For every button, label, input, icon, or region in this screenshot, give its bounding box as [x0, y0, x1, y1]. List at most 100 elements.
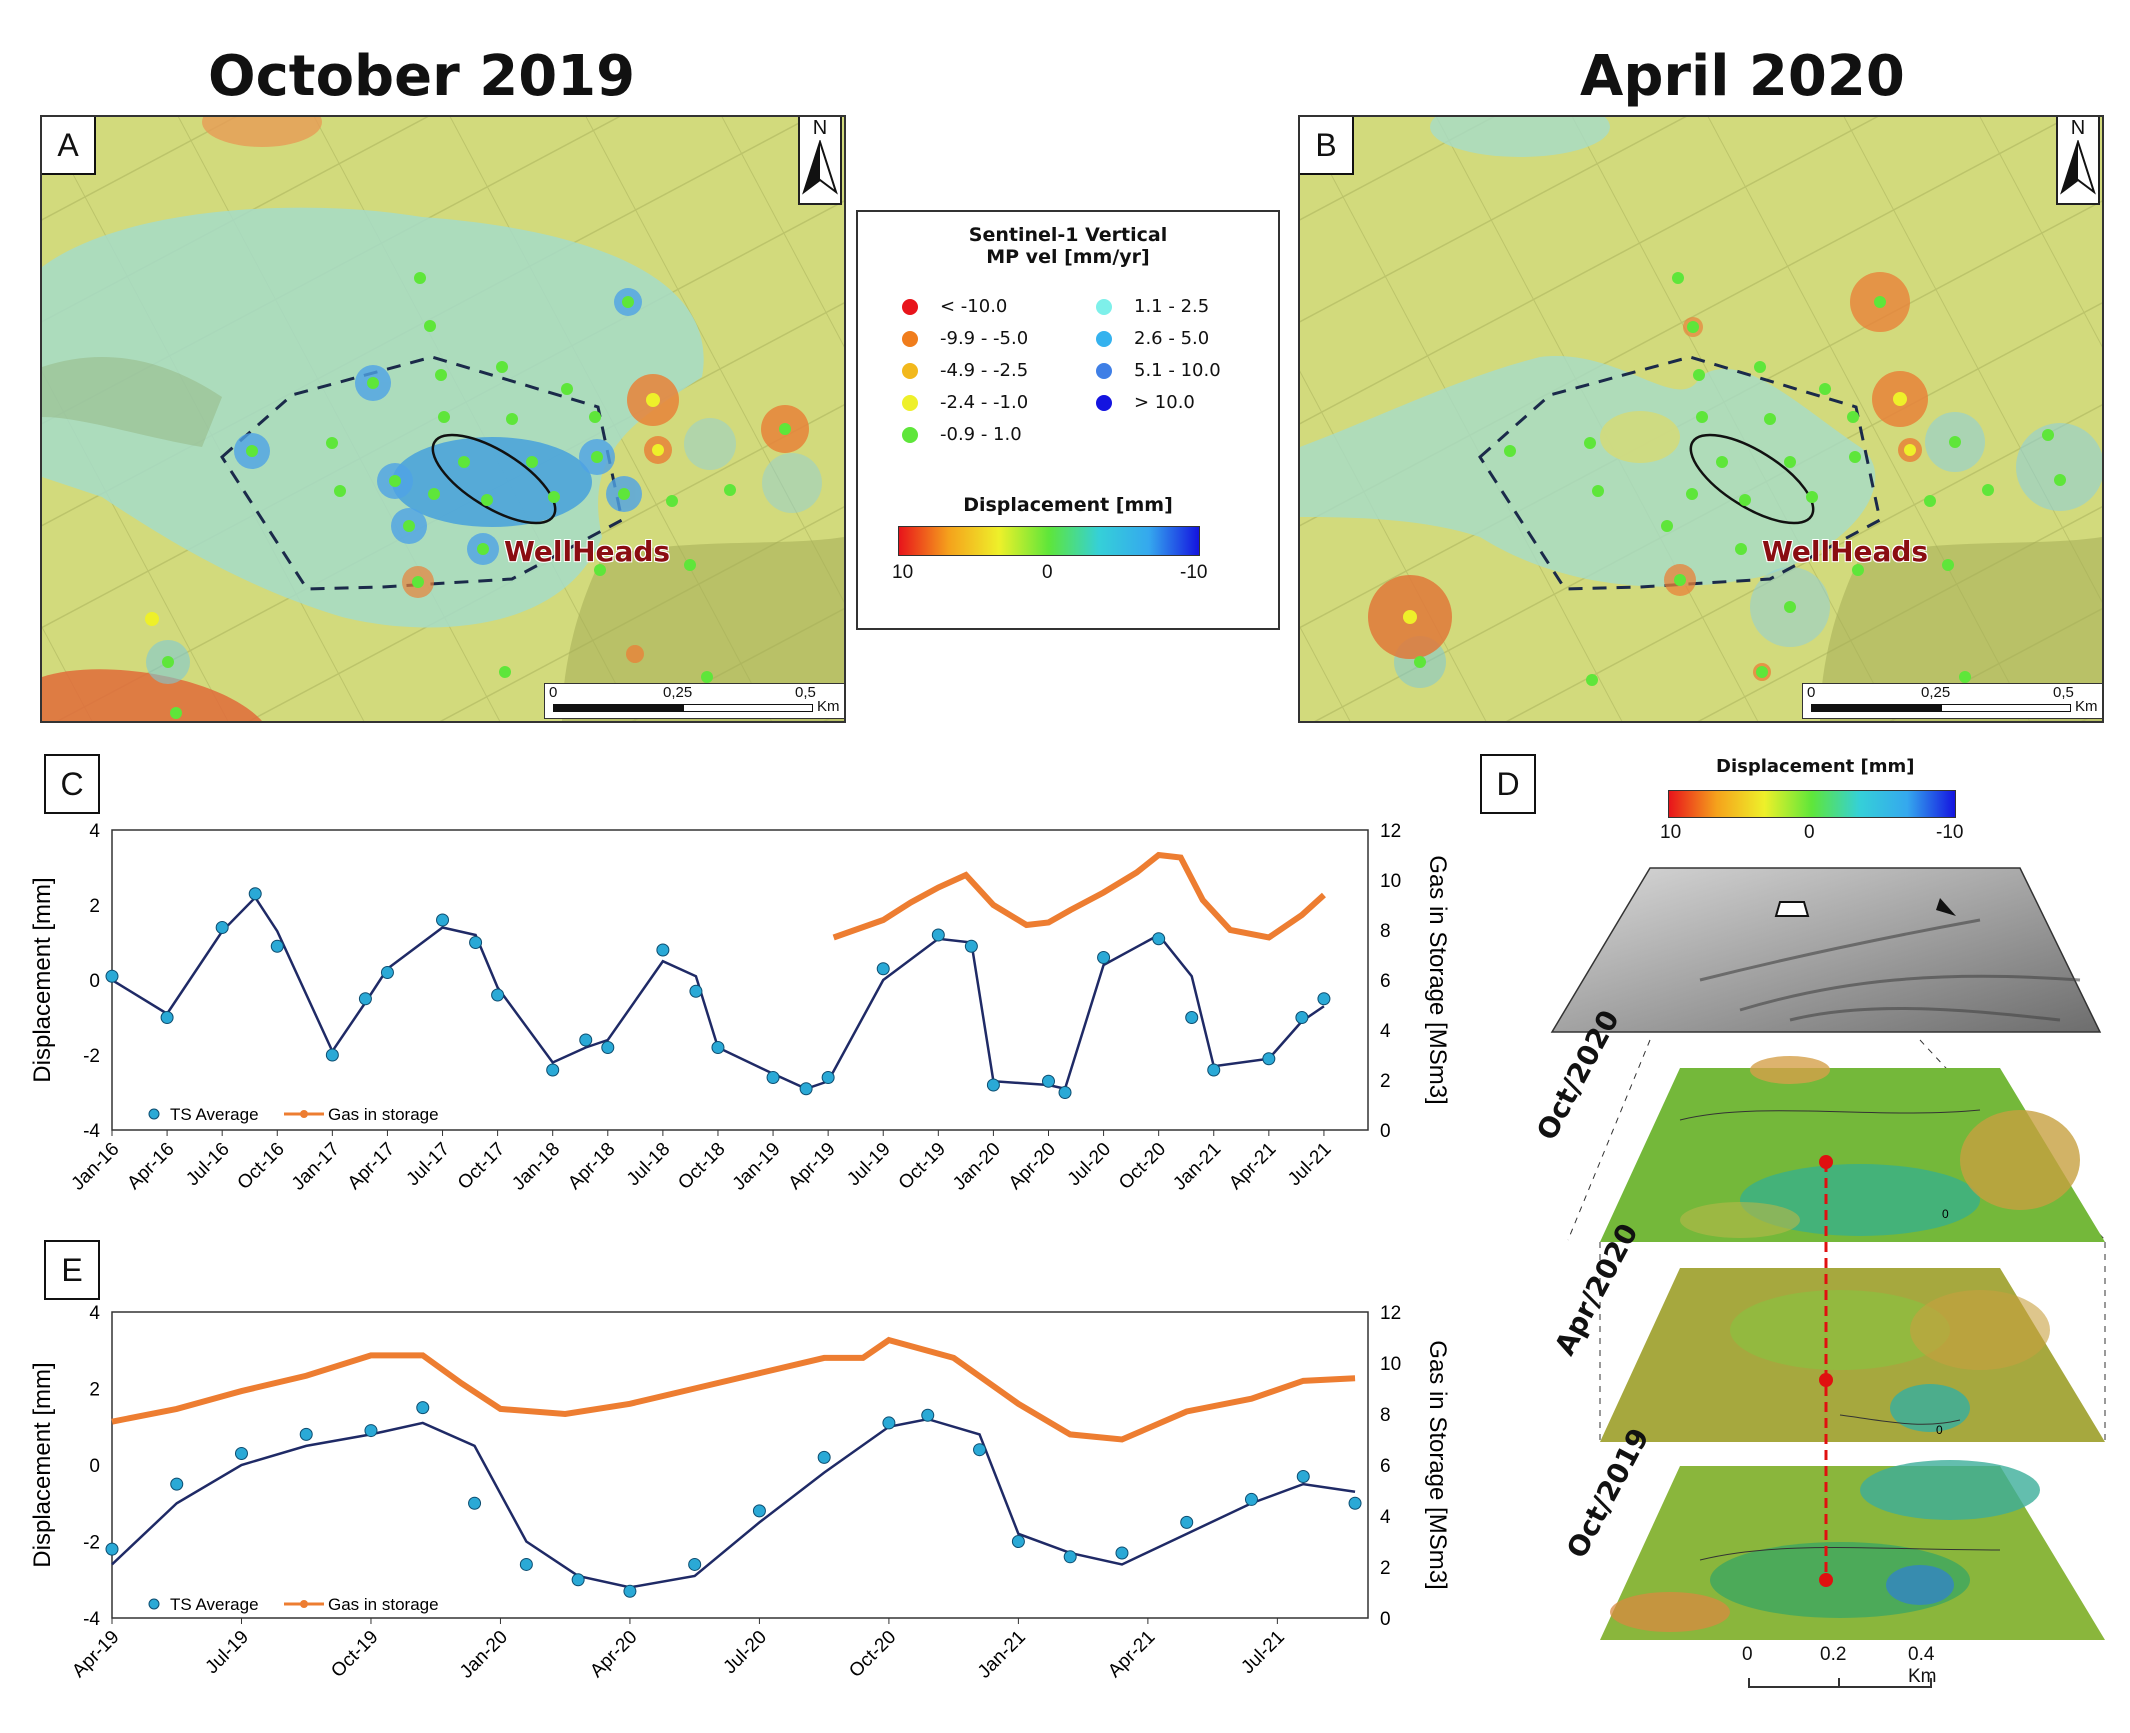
panel-d-scale-mid — [1838, 1678, 1840, 1688]
ts-average-point — [1207, 1063, 1221, 1077]
ts-average-point — [491, 988, 505, 1002]
y-tick-label: 4 — [89, 821, 100, 842]
legend-swatch — [902, 362, 918, 379]
north-arrow-b: N — [2056, 117, 2100, 205]
panel-d-scale-t2: 0.4 Km — [1908, 1644, 1937, 1687]
wellheads-label-b: WellHeads — [1762, 535, 1929, 568]
legend-displacement-title: Displacement [mm] — [963, 494, 1173, 516]
ts-average-point — [921, 1408, 935, 1422]
scale-bar-b: 0 0,25 0,5 Km — [1802, 683, 2102, 719]
ts-average-point — [416, 1401, 430, 1415]
scale-t2: 0,5 — [2053, 684, 2074, 701]
panel-d-cb-tick-0: 0 — [1804, 822, 1815, 843]
ts-average-point — [688, 1557, 702, 1571]
x-tick-label: Apr-19 — [784, 1139, 839, 1194]
ts-average-point — [711, 1041, 725, 1054]
legend-item: 5.1 - 10.0 — [1096, 360, 1221, 381]
panel-d-scale-t0: 0 — [1742, 1644, 1753, 1665]
panel-d-scale: 0 0.2 0.4 Km — [1740, 1644, 1940, 1694]
north-label: N — [2070, 117, 2086, 139]
series-gas-in-storage — [111, 1336, 1356, 1443]
y2-axis-label: Gas in Storage [MSm3] — [1424, 1340, 1451, 1589]
series-gas-in-storage — [832, 851, 1326, 941]
ts-average-point — [656, 943, 670, 957]
x-tick-label: Jan-20 — [456, 1627, 512, 1683]
legend-swatch — [1096, 362, 1112, 379]
x-tick-label: Oct-19 — [327, 1627, 382, 1682]
ts-average-point — [160, 1011, 174, 1024]
x-tick-label: Jul-21 — [1284, 1139, 1335, 1190]
legend-gas-marker — [300, 1600, 308, 1608]
x-tick-label: Jul-19 — [202, 1627, 253, 1678]
y-tick-label: 0 — [89, 971, 100, 992]
y-tick-label: 2 — [89, 896, 100, 917]
legend-item: -4.9 - -2.5 — [902, 360, 1028, 381]
ts-average-point — [579, 1033, 593, 1047]
chart-e: 4 2 0 -2 -4 12 10 8 6 4 2 0 Displacement [mm] Gas in … — [29, 1303, 1451, 1683]
legend-colorbar — [898, 526, 1200, 556]
map-legend: Sentinel-1 Vertical MP vel [mm/yr] < -10… — [856, 210, 1280, 630]
ts-average-point — [469, 936, 483, 949]
y-tick-label: -2 — [83, 1046, 100, 1067]
ts-average-point — [1115, 1546, 1129, 1560]
x-tick-label: Jul-20 — [720, 1627, 771, 1678]
legend-label: -9.9 - -5.0 — [940, 328, 1029, 349]
x-tick-label: Jan-17 — [288, 1139, 344, 1195]
series-ts-smoothed — [111, 1417, 1356, 1589]
north-label: N — [812, 117, 828, 139]
y2-tick-label: 0 — [1380, 1121, 1391, 1142]
legend-label: < -10.0 — [940, 296, 1008, 317]
scale-t1: 0,25 — [663, 684, 693, 701]
y2-tick-label: 2 — [1380, 1558, 1391, 1579]
panel-d-scale-line — [1748, 1678, 1932, 1688]
ts-average-point — [876, 962, 890, 976]
scale-t1: 0,25 — [1921, 684, 1951, 701]
y2-tick-label: 2 — [1380, 1071, 1391, 1092]
legend-gas-marker — [300, 1110, 308, 1118]
panel-d-cb-tick-neg10: -10 — [1936, 822, 1964, 843]
scale-t0: 0 — [1807, 684, 1816, 701]
x-tick-label: Jul-16 — [182, 1139, 233, 1190]
legend-item: -2.4 - -1.0 — [902, 392, 1028, 413]
y2-tick-label: 12 — [1380, 821, 1401, 842]
ts-average-point — [601, 1041, 615, 1054]
legend-cb-tick-0: 0 — [1042, 562, 1053, 583]
x-tick-label: Apr-20 — [586, 1627, 641, 1682]
legend-item: -0.9 - 1.0 — [902, 424, 1022, 445]
scale-bar-black — [553, 704, 683, 712]
panel-label-d: D — [1480, 754, 1536, 814]
y2-axis-label: Gas in Storage [MSm3] — [1424, 855, 1451, 1104]
ts-average-point — [1152, 932, 1166, 946]
map-panel-b: B N WellHeads 0 0,25 0,5 Km — [1298, 115, 2104, 723]
x-tick-label: Apr-20 — [1005, 1139, 1060, 1194]
y2-tick-label: 4 — [1380, 1507, 1391, 1528]
ts-average-point — [170, 1477, 184, 1491]
ts-average-point — [623, 1584, 637, 1598]
ts-average-point — [358, 992, 372, 1006]
north-arrow-icon — [2060, 138, 2096, 195]
ts-average-point — [380, 966, 394, 979]
panel-label-c: C — [44, 754, 100, 814]
x-tick-label: Apr-21 — [1104, 1627, 1159, 1682]
legend-cb-tick-10: 10 — [892, 562, 914, 583]
x-tick-label: Jan-19 — [729, 1139, 785, 1195]
x-tick-label: Oct-18 — [674, 1139, 729, 1194]
legend-swatch — [902, 298, 918, 315]
legend-label: > 10.0 — [1134, 392, 1195, 413]
y2-tick-label: 10 — [1380, 1354, 1401, 1375]
x-tick-label: Apr-17 — [344, 1139, 399, 1194]
x-tick-label: Jan-21 — [974, 1627, 1030, 1683]
y2-tick-label: 6 — [1380, 1456, 1391, 1477]
ts-average-point — [468, 1496, 482, 1510]
legend-item: -9.9 - -5.0 — [902, 328, 1028, 349]
legend-item: > 10.0 — [1096, 392, 1195, 413]
x-tick-label: Jul-20 — [1064, 1139, 1115, 1190]
ts-average-point — [689, 984, 703, 998]
y2-tick-label: 0 — [1380, 1609, 1391, 1630]
ts-average-point — [299, 1427, 313, 1441]
x-tick-label: Oct-20 — [1115, 1139, 1170, 1194]
panel-label-a: A — [42, 117, 96, 175]
ts-average-point — [964, 939, 978, 953]
y-axis-label: Displacement [mm] — [29, 877, 56, 1082]
ts-average-point — [986, 1078, 1000, 1092]
